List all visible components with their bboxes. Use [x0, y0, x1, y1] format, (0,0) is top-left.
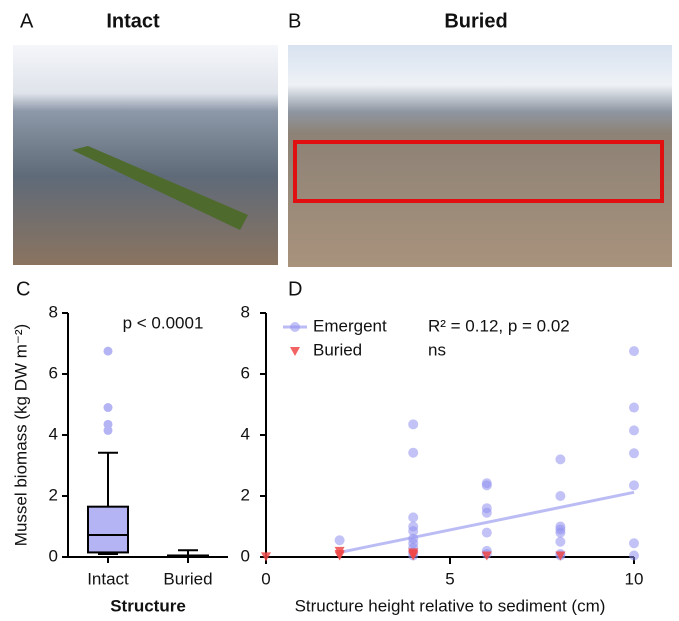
legend-marker: [290, 347, 300, 356]
point: [555, 454, 566, 465]
photo-intact: [13, 45, 278, 265]
y-tick-label: 4: [49, 424, 58, 443]
point: [261, 552, 271, 562]
point: [629, 448, 639, 459]
trend-line: [339, 490, 635, 554]
point: [629, 480, 639, 491]
x-tick-label: 5: [445, 569, 454, 588]
point: [408, 447, 419, 458]
point: [408, 419, 419, 430]
panel-letter: D: [288, 278, 302, 300]
point: [481, 480, 492, 491]
structure-photo: [72, 146, 248, 230]
y-tick-label: 6: [49, 363, 58, 382]
x-tick-label: Intact: [87, 569, 129, 588]
point: [334, 535, 345, 546]
point: [629, 538, 639, 549]
y-tick-label: 0: [241, 546, 250, 565]
panel-title: Buried: [444, 10, 507, 32]
legend-marker: [290, 322, 300, 332]
y-tick-label: 4: [241, 424, 250, 443]
panel-letter: A: [20, 10, 34, 32]
x-axis-label: Structure height relative to sediment (c…: [295, 596, 606, 615]
panel-title: Intact: [106, 10, 160, 32]
point: [629, 550, 639, 561]
highlight-box: [293, 140, 664, 203]
legend-stat: R² = 0.12, p = 0.02: [428, 316, 570, 335]
panel-letter: C: [16, 278, 30, 300]
legend-label: Buried: [313, 340, 362, 359]
point: [334, 551, 345, 561]
y-tick-label: 8: [241, 302, 250, 321]
y-tick-label: 2: [241, 485, 250, 504]
y-tick-label: 8: [49, 302, 58, 321]
point: [481, 527, 492, 538]
y-tick-label: 0: [49, 546, 58, 565]
annotation: p < 0.0001: [123, 313, 204, 332]
y-tick-label: 6: [241, 363, 250, 382]
point: [555, 536, 566, 547]
point: [555, 527, 566, 538]
point: [408, 526, 419, 537]
point: [629, 402, 639, 413]
outlier: [103, 403, 113, 413]
photo-buried: [288, 45, 672, 267]
y-axis-label: Mussel biomass (kg DW m⁻²): [11, 324, 30, 546]
outlier: [103, 425, 113, 435]
point: [408, 551, 419, 561]
box: [87, 505, 129, 554]
legend-stat: ns: [428, 340, 446, 359]
x-tick-label: 10: [625, 569, 644, 588]
point: [481, 507, 492, 518]
point: [629, 346, 639, 357]
point: [481, 551, 492, 561]
x-tick-label: 0: [261, 569, 270, 588]
panel-letter: B: [288, 10, 301, 32]
x-tick-label: Buried: [163, 569, 212, 588]
point: [555, 491, 566, 501]
point: [408, 512, 419, 523]
x-axis-label: Structure: [110, 596, 186, 615]
y-tick-label: 2: [49, 485, 58, 504]
outlier: [103, 346, 113, 356]
point: [629, 425, 639, 436]
point: [555, 551, 566, 561]
legend-label: Emergent: [313, 316, 387, 335]
